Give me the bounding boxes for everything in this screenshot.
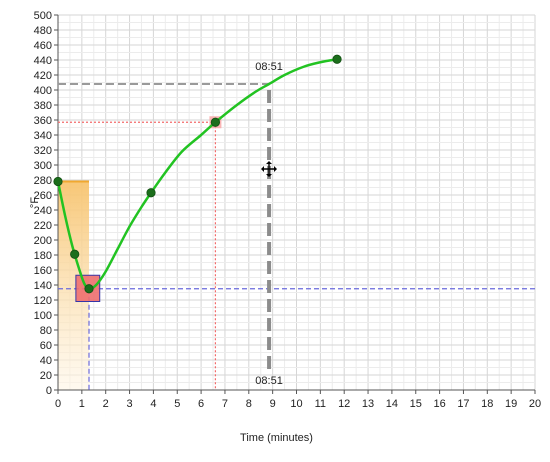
x-tick-label: 15: [410, 398, 422, 410]
x-tick-label: 17: [457, 398, 469, 410]
y-tick-label: 360: [34, 115, 52, 127]
data-point[interactable]: [70, 250, 78, 258]
x-tick-label: 11: [315, 398, 326, 410]
x-tick-label: 18: [481, 398, 493, 410]
y-axis-label: °F: [29, 197, 41, 208]
y-tick-label: 0: [46, 385, 52, 397]
y-tick-label: 200: [34, 235, 52, 247]
grid: [58, 15, 535, 390]
y-tick-label: 340: [34, 130, 52, 142]
data-point[interactable]: [333, 55, 341, 63]
x-tick-label: 14: [386, 398, 398, 410]
y-tick-label: 320: [34, 145, 52, 157]
y-tick-label: 20: [40, 370, 52, 382]
data-point[interactable]: [211, 118, 219, 126]
data-point[interactable]: [147, 189, 155, 197]
y-tick-label: 100: [34, 310, 52, 322]
x-tick-label: 7: [222, 398, 228, 410]
y-tick-label: 40: [40, 355, 52, 367]
x-tick-label: 9: [270, 398, 276, 410]
x-tick-label: 3: [126, 398, 132, 410]
y-tick-label: 280: [34, 175, 52, 187]
y-tick-label: 220: [34, 220, 52, 232]
y-tick-label: 500: [34, 10, 52, 22]
y-tick-label: 80: [40, 325, 52, 337]
x-tick-label: 5: [174, 398, 180, 410]
y-tick-label: 400: [34, 85, 52, 97]
x-tick-label: 13: [362, 398, 374, 410]
x-tick-label: 4: [150, 398, 156, 410]
y-tick-label: 300: [34, 160, 52, 172]
y-tick-label: 420: [34, 70, 52, 82]
time-label-top: 08:51: [255, 61, 283, 73]
y-tick-label: 180: [34, 250, 52, 262]
x-tick-label: 20: [529, 398, 541, 410]
x-axis-label: Time (minutes): [240, 432, 313, 444]
time-label-bottom: 08:51: [255, 375, 283, 387]
data-point[interactable]: [54, 177, 62, 185]
y-tick-label: 120: [34, 295, 52, 307]
y-tick-label: 380: [34, 100, 52, 112]
x-tick-label: 8: [246, 398, 252, 410]
y-tick-label: 460: [34, 40, 52, 52]
data-point[interactable]: [85, 285, 93, 293]
x-tick-label: 6: [198, 398, 204, 410]
x-tick-label: 12: [338, 398, 350, 410]
x-tick-label: 0: [55, 398, 61, 410]
x-tick-label: 1: [79, 398, 85, 410]
y-tick-label: 140: [34, 280, 52, 292]
y-tick-label: 60: [40, 340, 52, 352]
y-tick-label: 440: [34, 55, 52, 67]
x-tick-label: 16: [433, 398, 445, 410]
y-tick-label: 480: [34, 25, 52, 37]
x-tick-label: 10: [290, 398, 302, 410]
y-tick-label: 160: [34, 265, 52, 277]
x-tick-label: 2: [103, 398, 109, 410]
x-tick-label: 19: [505, 398, 517, 410]
